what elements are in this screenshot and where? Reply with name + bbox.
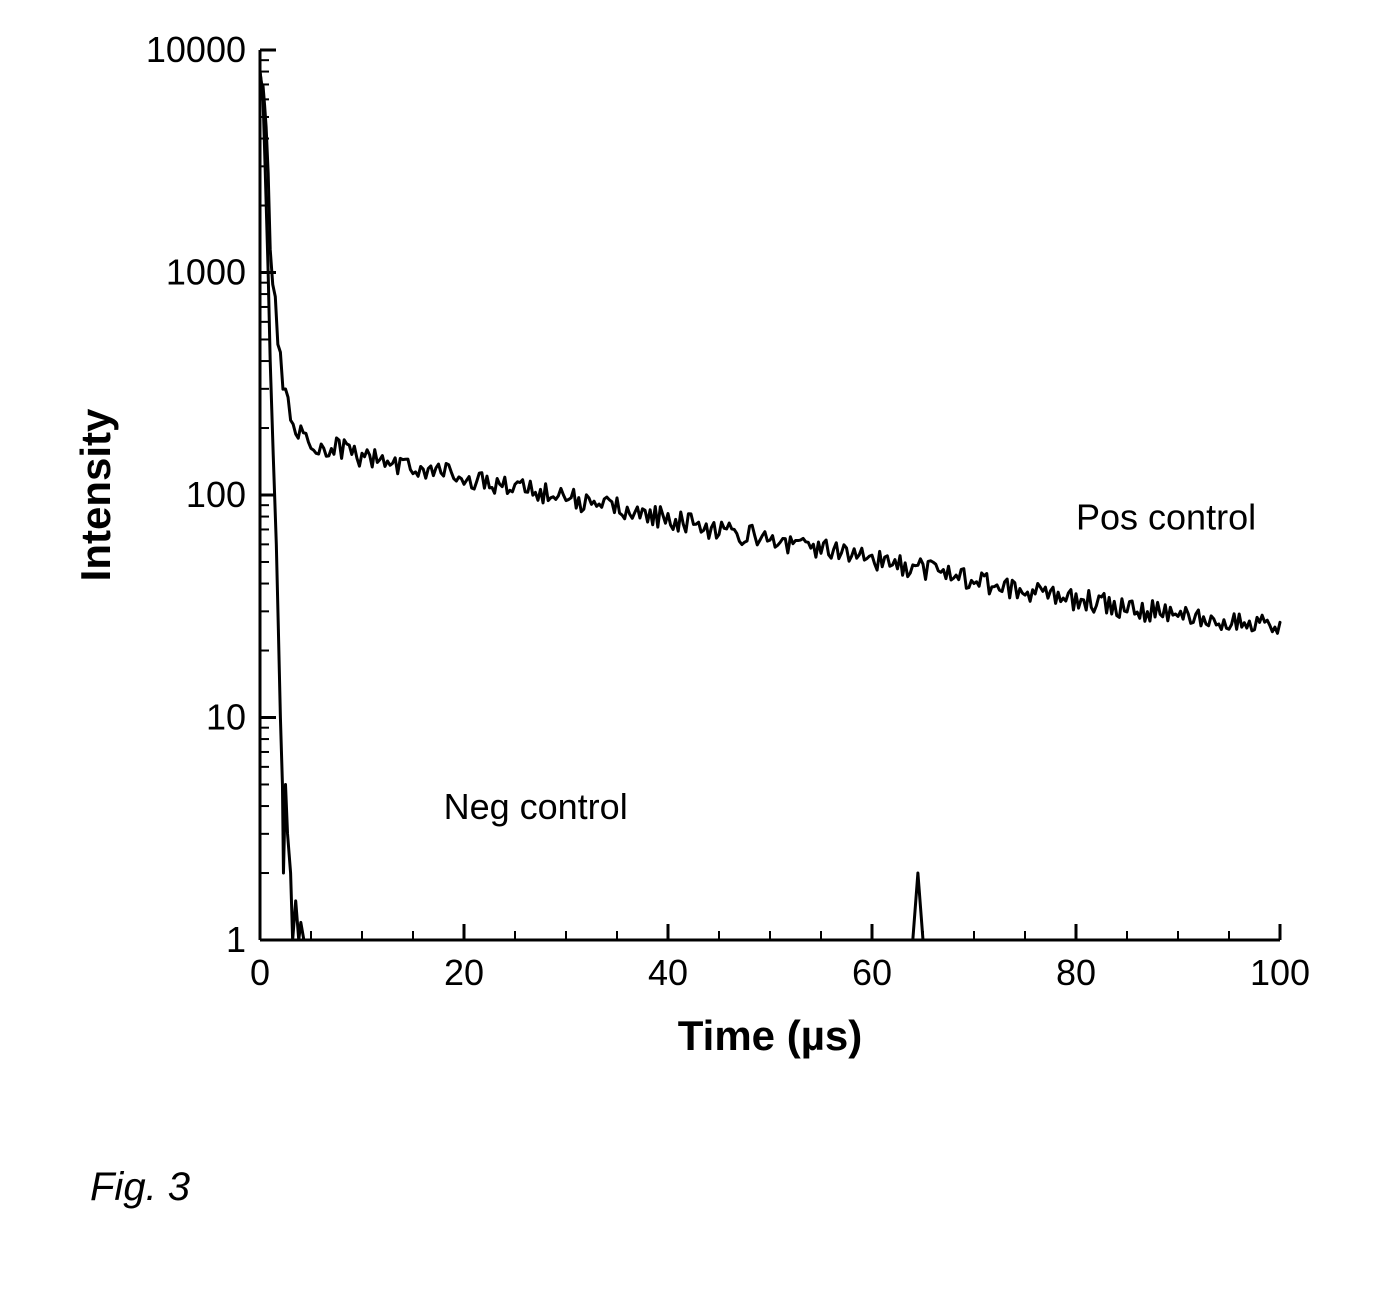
svg-text:Pos control: Pos control <box>1076 496 1256 537</box>
svg-text:Neg control: Neg control <box>444 786 628 827</box>
svg-text:10: 10 <box>206 697 246 738</box>
svg-text:Time (µs): Time (µs) <box>678 1012 862 1059</box>
figure-caption: Fig. 3 <box>90 1165 190 1210</box>
svg-text:10000: 10000 <box>146 29 246 70</box>
svg-text:100: 100 <box>1250 952 1310 993</box>
svg-text:Intensity: Intensity <box>72 408 119 581</box>
svg-text:40: 40 <box>648 952 688 993</box>
svg-text:100: 100 <box>186 474 246 515</box>
svg-text:80: 80 <box>1056 952 1096 993</box>
svg-text:0: 0 <box>250 952 270 993</box>
svg-text:1000: 1000 <box>166 252 246 293</box>
chart-svg: 0 20 40 60 80 100 1 10 100 1000 10000 Time (µs) Inte… <box>60 20 1330 1080</box>
svg-text:60: 60 <box>852 952 892 993</box>
svg-text:1: 1 <box>226 919 246 960</box>
decay-chart: 0 20 40 60 80 100 1 10 100 1000 10000 Time (µs) Inte… <box>60 20 1330 1080</box>
svg-text:20: 20 <box>444 952 484 993</box>
